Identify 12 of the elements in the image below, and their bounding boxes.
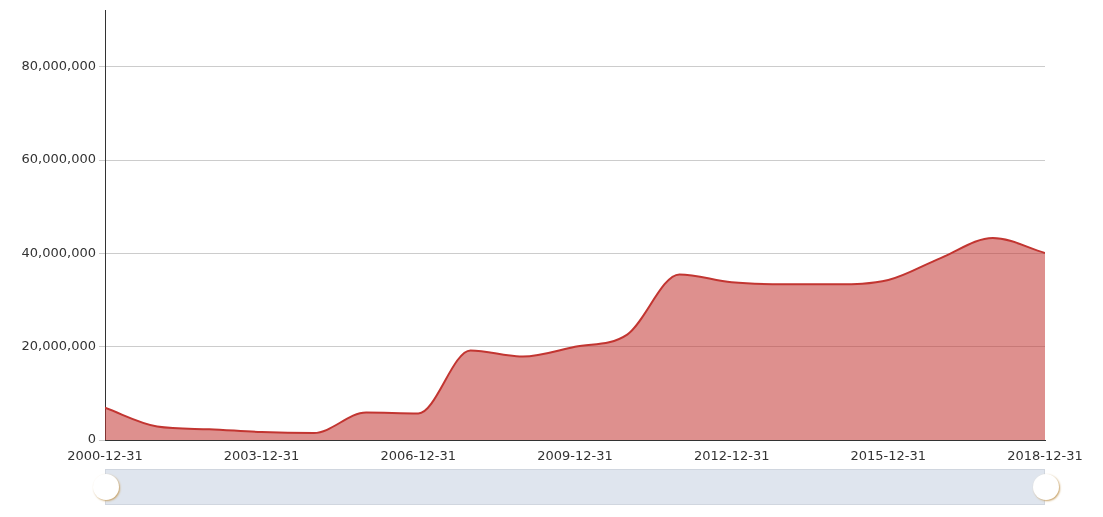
x-tick-label: 2009-12-31	[537, 448, 613, 464]
y-tick-label: 0	[87, 431, 96, 447]
x-tick-label: 2018-12-31	[1007, 448, 1083, 464]
y-tick-label: 60,000,000	[21, 151, 96, 167]
y-tick-label: 40,000,000	[21, 244, 96, 260]
x-tick-label: 2015-12-31	[850, 448, 927, 464]
x-tick-label: 2006-12-31	[380, 448, 457, 464]
x-tick-label: 2000-12-31	[67, 448, 143, 464]
y-tick-label: 80,000,000	[21, 58, 96, 74]
y-tick-label: 20,000,000	[21, 338, 96, 354]
x-tick-label: 2003-12-31	[223, 448, 300, 464]
x-tick-label: 2012-12-31	[693, 448, 770, 464]
